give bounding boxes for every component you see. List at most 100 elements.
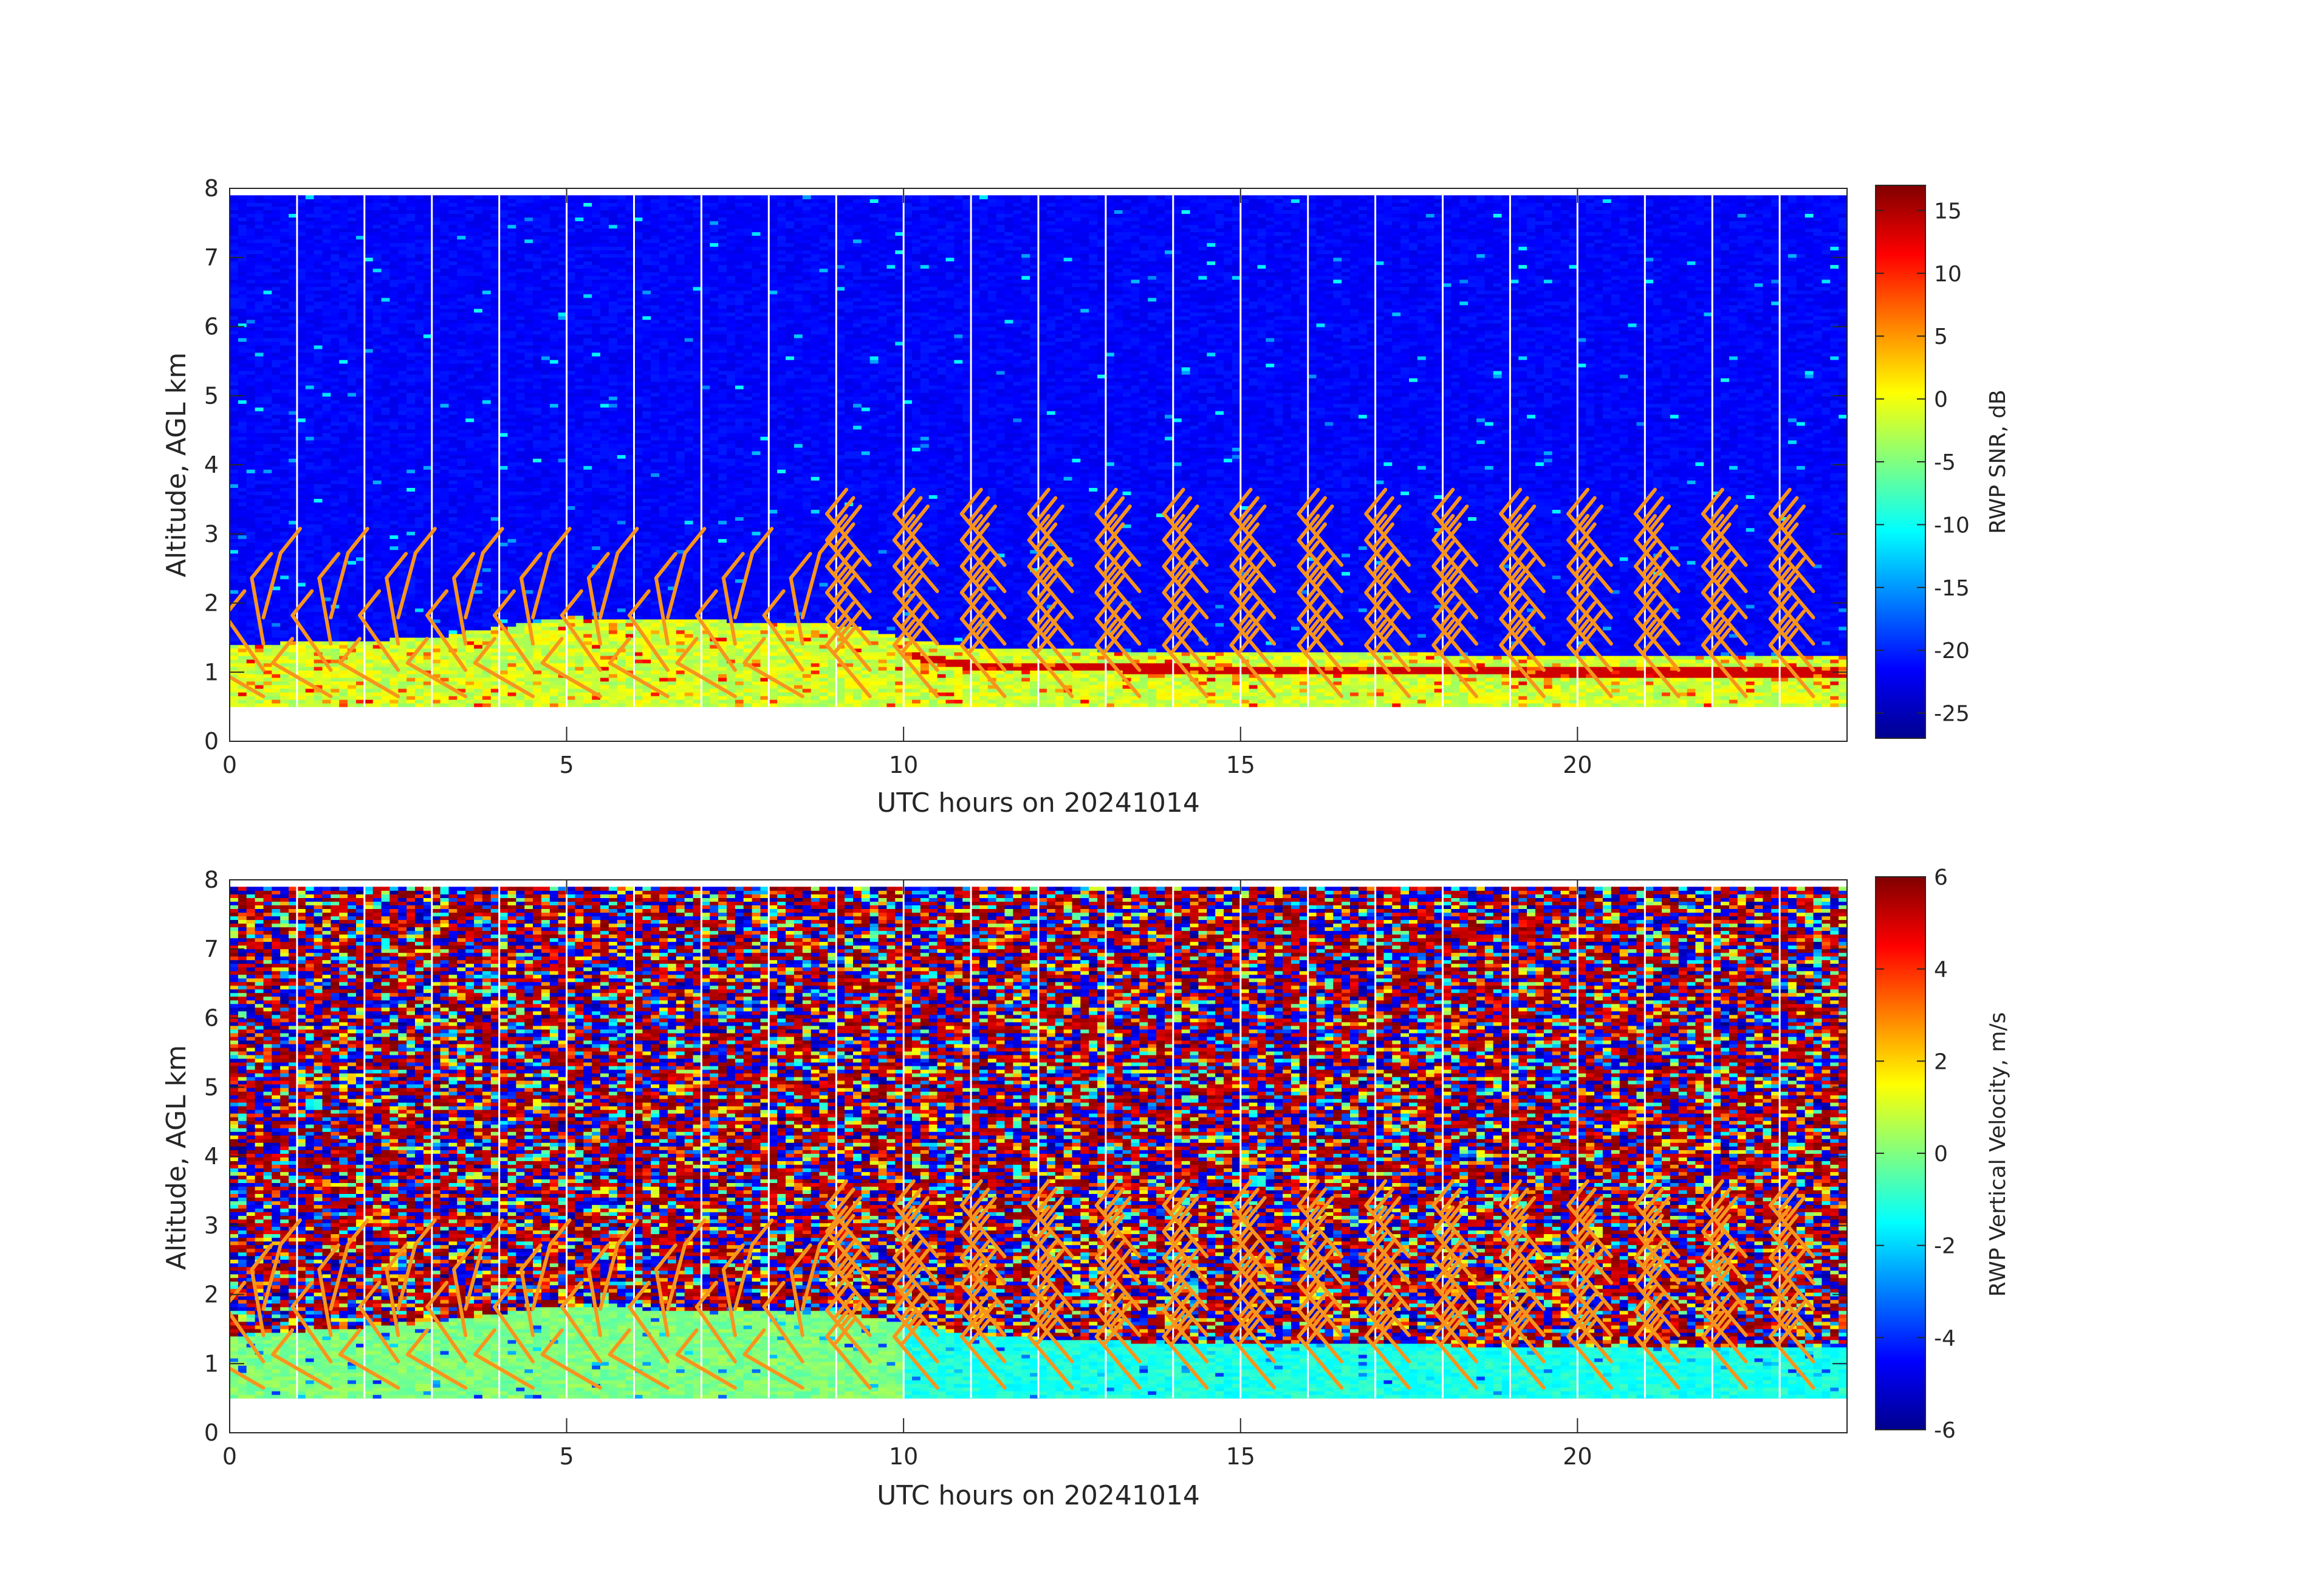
heatmap-cell	[348, 253, 357, 258]
heatmap-cell	[246, 433, 256, 437]
heatmap-cell	[230, 575, 239, 580]
heatmap-cell	[280, 637, 289, 642]
heatmap-cell	[296, 560, 306, 565]
heatmap-cell	[507, 385, 516, 389]
heatmap-cell	[263, 301, 272, 306]
heatmap-cell	[372, 232, 382, 236]
heatmap-cell	[490, 622, 500, 627]
heatmap-cell	[322, 674, 331, 678]
heatmap-cell	[364, 367, 374, 371]
heatmap-cell	[398, 433, 407, 437]
heatmap-cell	[474, 502, 483, 506]
heatmap-cell	[364, 557, 374, 561]
heatmap-cell	[263, 422, 272, 426]
heatmap-cell	[364, 315, 374, 320]
heatmap-cell	[431, 670, 441, 674]
heatmap-cell	[238, 495, 247, 499]
heatmap-cell	[423, 242, 433, 247]
heatmap-cell	[381, 531, 391, 536]
heatmap-cell	[372, 411, 382, 415]
heatmap-cell	[289, 323, 298, 328]
heatmap-cell	[296, 217, 306, 222]
heatmap-cell	[372, 425, 382, 430]
heatmap-cell	[230, 473, 239, 477]
heatmap-cell	[423, 465, 433, 470]
heatmap-cell	[482, 400, 492, 404]
heatmap-cell	[465, 575, 475, 580]
heatmap-cell	[331, 232, 340, 236]
heatmap-cell	[356, 224, 365, 229]
heatmap-cell	[263, 385, 272, 389]
heatmap-cell	[448, 250, 458, 255]
heatmap-cell	[356, 202, 365, 207]
heatmap-cell	[372, 549, 382, 554]
heatmap-cell	[516, 491, 525, 495]
heatmap-cell	[322, 224, 331, 229]
heatmap-cell	[516, 403, 525, 408]
heatmap-cell	[499, 407, 509, 411]
heatmap-cell	[364, 221, 374, 225]
heatmap-cell	[389, 593, 399, 598]
heatmap-cell	[331, 677, 340, 682]
heatmap-cell	[364, 224, 374, 229]
heatmap-cell	[230, 308, 239, 313]
heatmap-cell	[507, 304, 516, 309]
heatmap-cell	[372, 199, 382, 203]
heatmap-cell	[246, 407, 256, 411]
heatmap-cell	[305, 378, 315, 382]
heatmap-cell	[440, 378, 450, 382]
heatmap-cell	[423, 440, 433, 444]
heatmap-cell	[490, 626, 500, 631]
heatmap-cell	[356, 509, 365, 514]
heatmap-cell	[398, 619, 407, 623]
heatmap-cell	[356, 476, 365, 481]
heatmap-cell	[331, 239, 340, 244]
heatmap-cell	[364, 637, 374, 642]
heatmap-cell	[348, 568, 357, 572]
heatmap-cell	[507, 692, 516, 696]
heatmap-cell	[474, 261, 483, 266]
heatmap-cell	[238, 363, 247, 368]
heatmap-cell	[516, 422, 525, 426]
heatmap-cell	[499, 436, 509, 441]
heatmap-cell	[389, 458, 399, 462]
heatmap-cell	[524, 696, 533, 700]
heatmap-cell	[507, 454, 516, 459]
heatmap-cell	[230, 619, 239, 623]
heatmap-cell	[296, 210, 306, 214]
heatmap-cell	[356, 495, 365, 499]
heatmap-cell	[490, 393, 500, 397]
heatmap-cell	[440, 608, 450, 612]
heatmap-cell	[482, 308, 492, 313]
heatmap-cell	[457, 476, 466, 481]
heatmap-cell	[398, 195, 407, 199]
heatmap-cell	[389, 202, 399, 207]
heatmap-cell	[246, 619, 256, 623]
heatmap-cell	[524, 484, 533, 488]
heatmap-cell	[431, 232, 441, 236]
heatmap-cell	[289, 308, 298, 313]
heatmap-cell	[389, 553, 399, 558]
heatmap-cell	[440, 451, 450, 455]
heatmap-cell	[356, 564, 365, 569]
heatmap-cell	[415, 674, 424, 678]
heatmap-cell	[398, 681, 407, 685]
heatmap-cell	[296, 275, 306, 280]
heatmap-cell	[499, 506, 509, 510]
heatmap-cell	[305, 516, 315, 521]
heatmap-cell	[238, 527, 247, 532]
heatmap-cell	[457, 688, 466, 693]
heatmap-cell	[457, 195, 466, 199]
heatmap-cell	[364, 659, 374, 664]
heatmap-cell	[465, 692, 475, 696]
heatmap-cell	[280, 334, 289, 338]
heatmap-cell	[364, 301, 374, 306]
heatmap-cell	[482, 509, 492, 514]
heatmap-cell	[474, 692, 483, 696]
heatmap-cell	[440, 600, 450, 605]
heatmap-cell	[431, 542, 441, 547]
heatmap-cell	[398, 575, 407, 580]
heatmap-cell	[314, 502, 323, 506]
heatmap-cell	[305, 670, 315, 674]
heatmap-cell	[339, 473, 348, 477]
